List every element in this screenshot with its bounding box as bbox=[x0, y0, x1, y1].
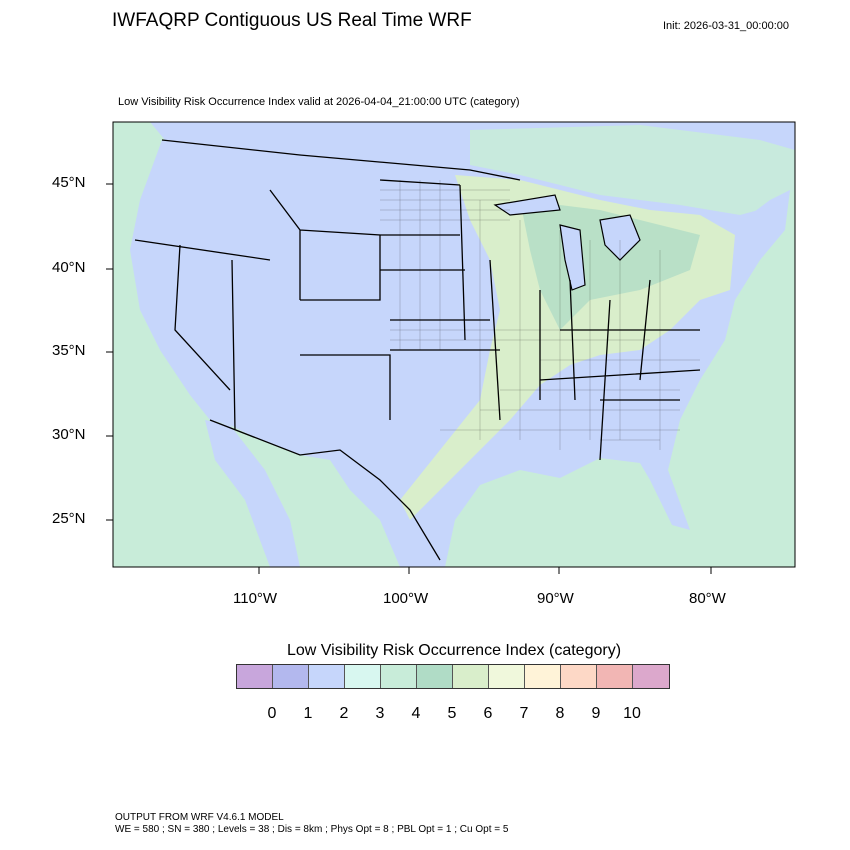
axis-ticks bbox=[106, 183, 712, 574]
colorbar-swatch bbox=[525, 665, 561, 688]
footer-config: WE = 580 ; SN = 380 ; Levels = 38 ; Dis … bbox=[115, 824, 509, 835]
colorbar-label: 3 bbox=[375, 705, 385, 722]
colorbar-swatch bbox=[633, 665, 669, 688]
lon-label: 90°W bbox=[537, 590, 574, 607]
colorbar-label: 5 bbox=[447, 705, 457, 722]
plot-subtitle: Low Visibility Risk Occurrence Index val… bbox=[118, 96, 520, 108]
lon-label: 80°W bbox=[689, 590, 726, 607]
lat-label: 40°N bbox=[52, 259, 86, 276]
colorbar-title: Low Visibility Risk Occurrence Index (ca… bbox=[286, 642, 622, 659]
lat-label: 25°N bbox=[52, 510, 86, 527]
colorbar-swatch bbox=[453, 665, 489, 688]
colorbar-swatch bbox=[345, 665, 381, 688]
colorbar-swatch bbox=[597, 665, 633, 688]
colorbar-swatch bbox=[309, 665, 345, 688]
colorbar-swatch bbox=[561, 665, 597, 688]
colorbar bbox=[236, 664, 670, 689]
init-time: Init: 2026-03-31_00:00:00 bbox=[663, 20, 789, 32]
colorbar-label: 7 bbox=[519, 705, 529, 722]
colorbar-label: 4 bbox=[411, 705, 421, 722]
colorbar-label: 1 bbox=[303, 705, 313, 722]
colorbar-swatch bbox=[417, 665, 453, 688]
colorbar-swatch bbox=[237, 665, 273, 688]
colorbar-label: 9 bbox=[591, 705, 601, 722]
baja-land bbox=[205, 420, 300, 567]
colorbar-label: 10 bbox=[623, 705, 641, 722]
lon-label: 110°W bbox=[233, 590, 278, 607]
plot-title: IWFAQRP Contiguous US Real Time WRF bbox=[112, 10, 472, 31]
lat-label: 30°N bbox=[52, 426, 86, 443]
county-borders bbox=[380, 180, 700, 450]
colorbar-label: 6 bbox=[483, 705, 493, 722]
colorbar-label: 0 bbox=[267, 705, 277, 722]
colorbar-swatch bbox=[381, 665, 417, 688]
colorbar-label: 2 bbox=[339, 705, 349, 722]
lat-label: 35°N bbox=[52, 342, 86, 359]
great-lakes bbox=[493, 194, 641, 291]
lon-label: 100°W bbox=[383, 590, 429, 607]
colorbar-swatch bbox=[489, 665, 525, 688]
canada-east-green bbox=[470, 125, 795, 215]
map-frame bbox=[112, 121, 796, 568]
lat-label: 45°N bbox=[52, 174, 86, 191]
footer-model: OUTPUT FROM WRF V4.6.1 MODEL bbox=[115, 812, 284, 823]
colorbar-label: 8 bbox=[555, 705, 565, 722]
colorbar-swatch bbox=[273, 665, 309, 688]
